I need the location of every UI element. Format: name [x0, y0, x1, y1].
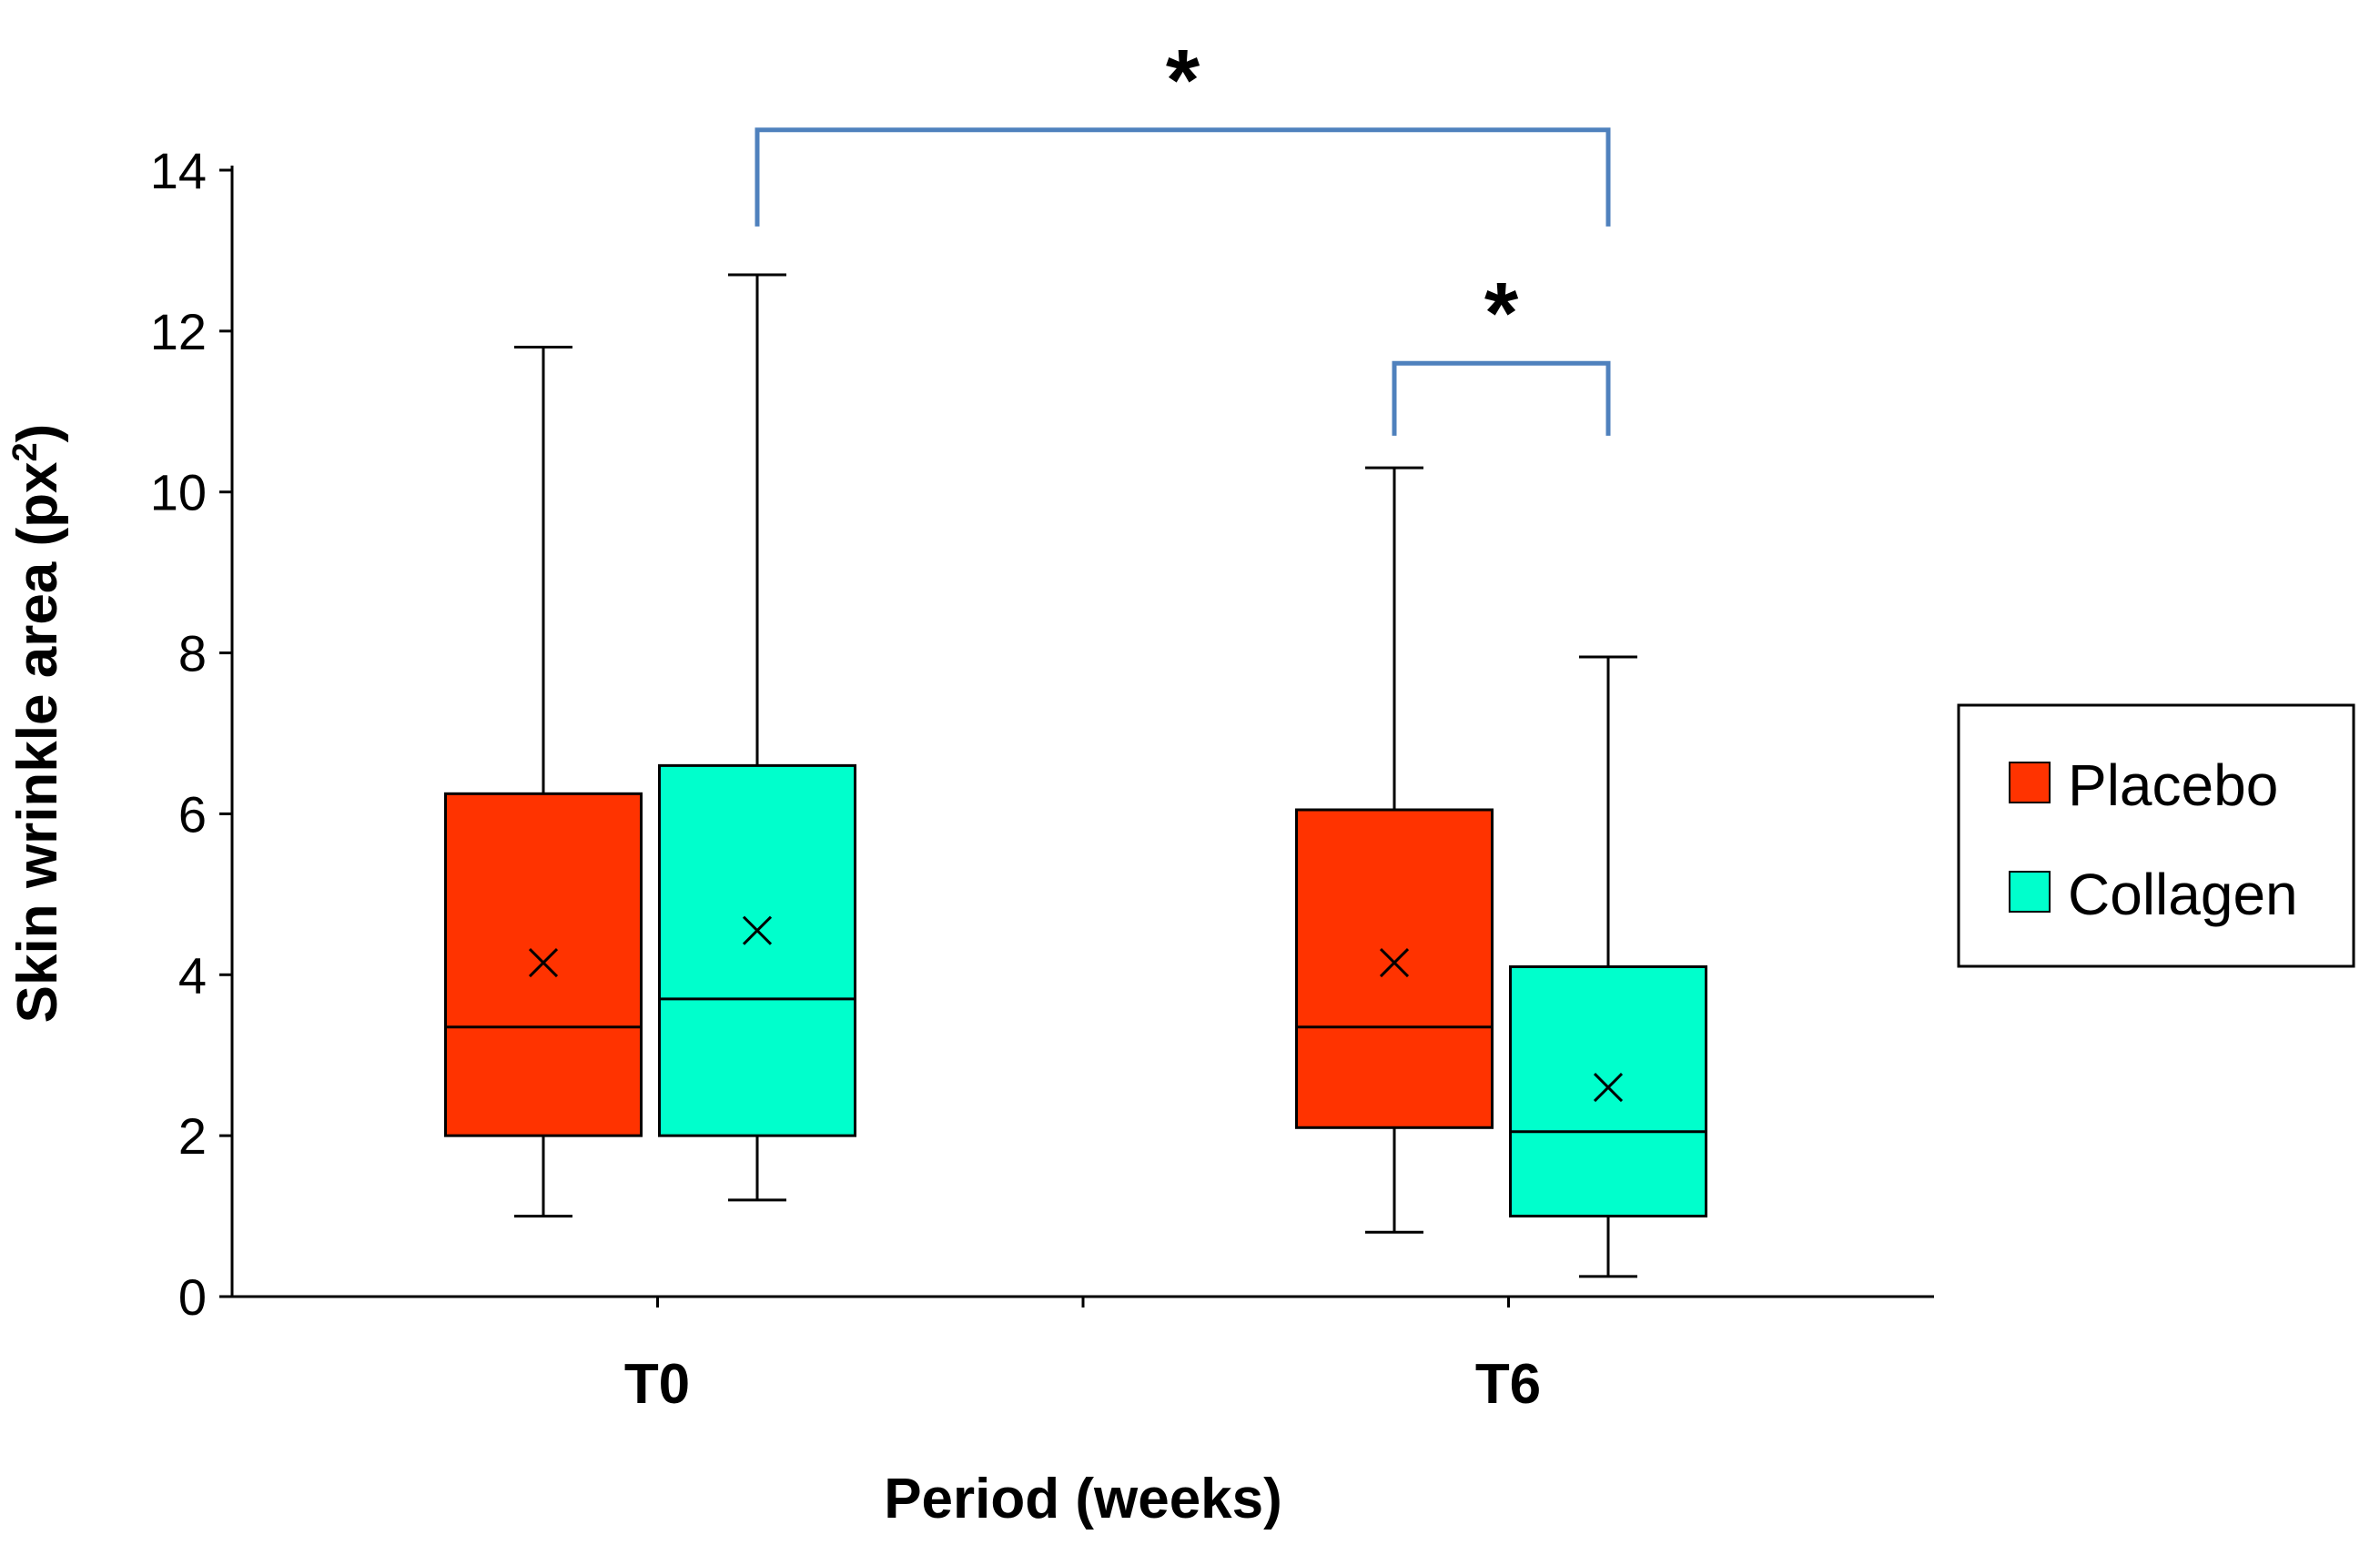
- box-collagen-t6: [1509, 964, 1707, 1218]
- box-placebo-t6: [1295, 808, 1494, 1129]
- box-collagen-t0: [658, 763, 856, 1137]
- mean-marker: [1379, 947, 1410, 978]
- x-axis-title: Period (weeks): [884, 1468, 1282, 1530]
- significance-bracket: [755, 127, 1611, 227]
- plot-area: 0 2 4 6 8 10 12 14 T0 T6 * *: [150, 32, 1934, 1416]
- mean-marker: [1593, 1073, 1624, 1103]
- y-tick-label: 14: [150, 142, 207, 199]
- box-placebo-t0: [444, 792, 643, 1137]
- significance-star: *: [1484, 265, 1519, 362]
- y-axis-title: Skin wrinkle area (px2): [6, 424, 69, 1024]
- legend-swatch-placebo: [2009, 762, 2051, 803]
- significance-bracket: [1392, 360, 1611, 436]
- y-tick-label: 2: [178, 1107, 207, 1165]
- y-tick-label: 0: [178, 1268, 207, 1326]
- y-tick-label: 10: [150, 464, 207, 521]
- mean-marker: [742, 915, 773, 945]
- y-axis-title-close: ): [6, 424, 69, 443]
- mean-marker: [528, 947, 559, 978]
- significance-star: *: [1166, 32, 1200, 129]
- y-tick-label: 12: [150, 303, 207, 360]
- legend-frame: [1957, 703, 2355, 968]
- legend-swatch-collagen: [2009, 871, 2051, 913]
- y-tick-label: 4: [178, 946, 207, 1004]
- legend-label-collagen: Collagen: [2068, 862, 2298, 927]
- y-axis-title-superscript: 2: [6, 442, 45, 461]
- x-tick-label: T0: [624, 1353, 690, 1416]
- y-tick-label: 8: [178, 625, 207, 682]
- x-tick-label: T6: [1475, 1353, 1541, 1416]
- y-axis-title-main: Skin wrinkle area (px: [6, 461, 69, 1023]
- y-tick-label: 6: [178, 785, 207, 843]
- legend: Placebo Collagen: [1957, 703, 2355, 968]
- legend-label-placebo: Placebo: [2068, 752, 2278, 818]
